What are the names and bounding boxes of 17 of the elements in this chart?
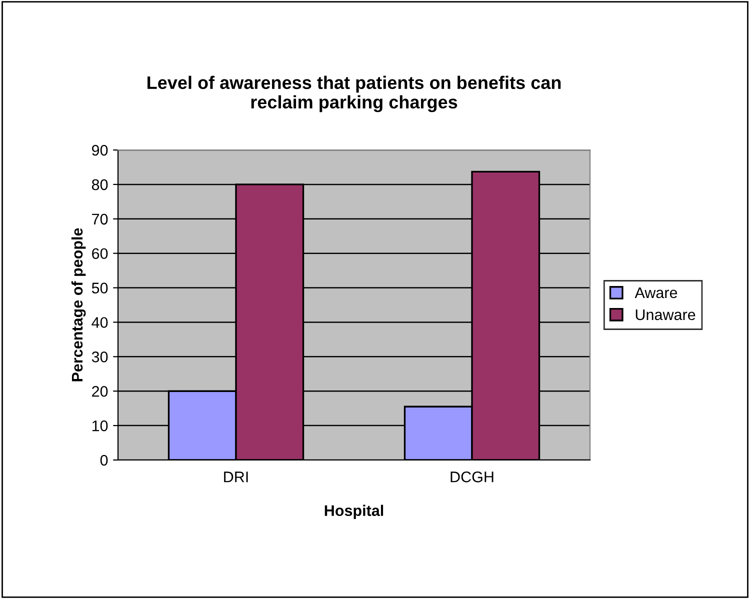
y-tick-label: 60 xyxy=(92,248,108,260)
x-tick-label: DRI xyxy=(224,472,248,482)
chart-title: Level of awareness that patients on benefits can reclaim parking charges xyxy=(148,76,561,112)
legend-label: Unaware xyxy=(636,309,696,320)
y-tick-label: 80 xyxy=(92,179,108,190)
y-tick-label: 50 xyxy=(92,282,108,294)
x-axis-title: Hospital xyxy=(324,504,384,520)
y-tick-label: 90 xyxy=(92,144,108,156)
y-axis-title: Percentage of people xyxy=(71,228,86,382)
y-tick-label: 0 xyxy=(100,454,108,466)
y-tick-label: 40 xyxy=(92,317,108,328)
x-tick-label: DCGH xyxy=(450,472,494,482)
y-tick-label: 70 xyxy=(92,214,108,225)
y-tick-label: 10 xyxy=(92,420,108,432)
legend-label: Aware xyxy=(634,288,678,298)
y-tick-label: 20 xyxy=(92,386,108,397)
y-tick-label: 30 xyxy=(92,352,108,362)
